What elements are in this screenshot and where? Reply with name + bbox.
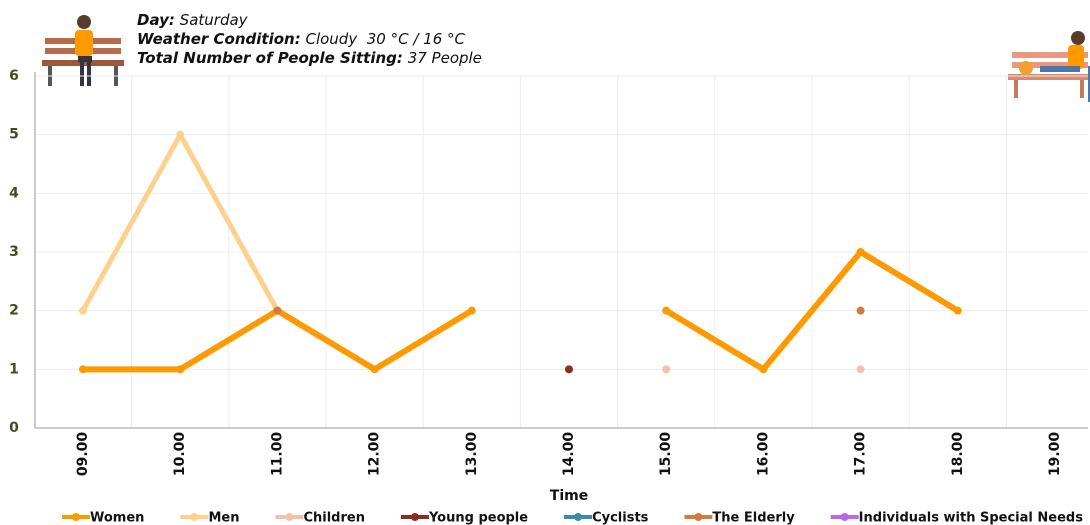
y-tick-label: 6 [9, 68, 19, 84]
legend-swatch-dot [72, 513, 80, 521]
legend-swatch-dot [574, 513, 583, 521]
legend-swatch-dot [410, 513, 419, 521]
x-tick-label: 16.00 [755, 432, 771, 477]
header-value: 37 People [408, 49, 482, 67]
legend-swatch-dot [285, 513, 294, 521]
legend-item: Individuals with Special Needs [830, 511, 1084, 525]
header-line: Day: Saturday [137, 11, 249, 29]
legend-item: Men [180, 511, 239, 525]
legend-label: Individuals with Special Needs [859, 511, 1084, 525]
legend-swatch-dot [694, 513, 703, 521]
legend-label: The Elderly [712, 511, 795, 525]
data-point [467, 306, 476, 315]
x-tick-label: 15.00 [658, 432, 674, 477]
series-line [80, 132, 280, 314]
legend-label: Cyclists [592, 511, 649, 525]
data-point [79, 306, 87, 315]
legend-item: Children [275, 511, 365, 525]
y-tick-label: 2 [9, 303, 19, 319]
legend-swatch-dot [840, 513, 849, 521]
data-point [856, 306, 865, 315]
x-tick-label: 12.00 [367, 432, 383, 477]
data-point [759, 365, 768, 374]
x-tick-label: 10.00 [172, 432, 188, 477]
header-value: Saturday [180, 11, 249, 29]
x-tick-label: 19.00 [1047, 432, 1063, 477]
legend-item: Young people [400, 511, 528, 525]
data-point [662, 306, 671, 315]
y-tick-label: 5 [9, 127, 19, 143]
data-point [856, 248, 865, 256]
legend-item: The Elderly [684, 511, 795, 525]
bench-icon-left [42, 15, 124, 86]
legend-label: Women [90, 511, 144, 525]
data-point [662, 365, 671, 374]
data-point [273, 306, 282, 315]
data-point [176, 365, 185, 374]
y-tick-label: 3 [9, 244, 19, 260]
data-point [565, 365, 573, 374]
data-point [856, 365, 865, 374]
x-tick-label: 11.00 [269, 432, 285, 477]
legend-label: Young people [428, 511, 528, 525]
header-label: Day: [137, 11, 175, 29]
y-tick-label: 0 [9, 420, 19, 436]
data-point [79, 365, 87, 374]
header-value: Cloudy 30 °C / 16 °C [305, 30, 465, 48]
y-tick-label: 4 [9, 185, 19, 201]
x-tick-label: 09.00 [75, 432, 91, 477]
data-point [370, 365, 379, 374]
x-tick-label: 18.00 [950, 432, 966, 477]
data-point [953, 306, 962, 315]
legend-item: Cyclists [564, 511, 649, 525]
legend-swatch-dot [190, 513, 199, 521]
header-line: Weather Condition: Cloudy 30 °C / 16 °C [137, 30, 466, 48]
x-tick-label: 14.00 [561, 432, 577, 477]
header-label: Total Number of People Sitting: [137, 49, 403, 67]
header-label: Weather Condition: [137, 30, 301, 48]
data-point [176, 130, 185, 139]
x-axis-title: Time [550, 488, 588, 504]
legend-label: Men [208, 511, 239, 525]
x-tick-label: 17.00 [853, 432, 869, 477]
bench-icon-right [1008, 31, 1090, 102]
header-line: Total Number of People Sitting: 37 Peopl… [137, 49, 482, 67]
legend-item: Women [62, 511, 144, 525]
x-tick-label: 13.00 [464, 432, 480, 477]
legend-label: Children [303, 511, 365, 525]
y-tick-label: 1 [9, 361, 19, 377]
